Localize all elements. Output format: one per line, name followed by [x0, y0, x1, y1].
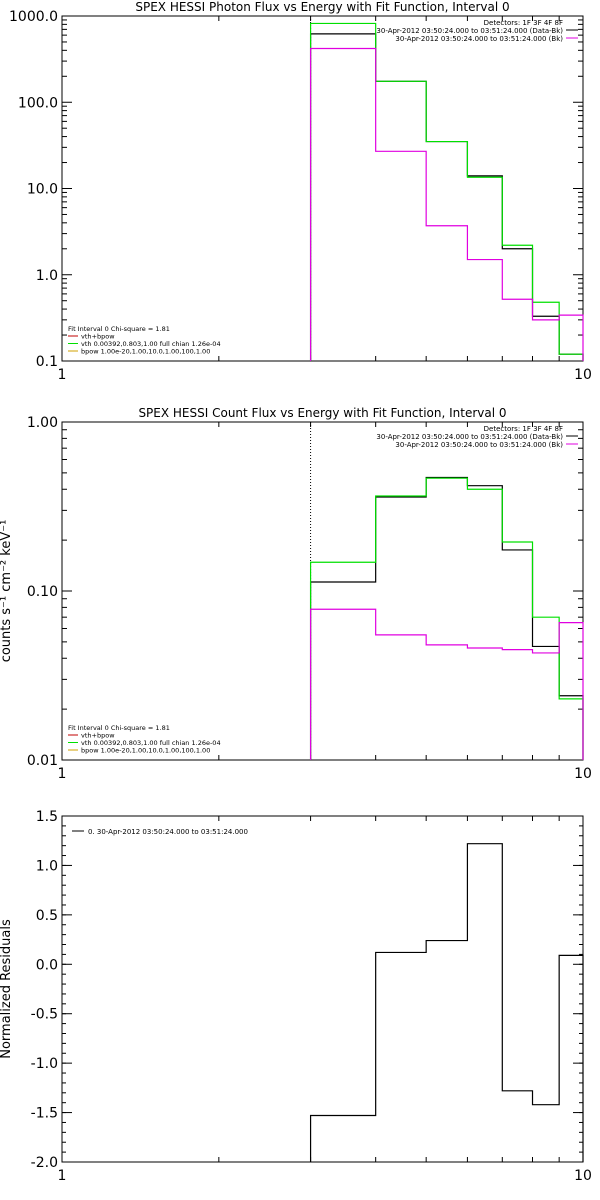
y-tick-label: 0.5 [36, 908, 58, 924]
legend-entry: 30-Apr-2012 03:50:24.000 to 03:51:24.000… [376, 27, 563, 35]
chart-0: SPEX HESSI Photon Flux vs Energy with Fi… [9, 0, 592, 383]
chart-title: SPEX HESSI Photon Flux vs Energy with Fi… [135, 0, 509, 14]
chart-title: SPEX HESSI Count Flux vs Energy with Fit… [138, 406, 506, 420]
x-tick-label: 1 [58, 766, 67, 782]
y-tick-label: -0.5 [31, 1007, 58, 1023]
chart-1: SPEX HESSI Count Flux vs Energy with Fit… [0, 406, 592, 782]
plot-frame [61, 815, 584, 1163]
series-bk-line [309, 608, 584, 760]
legend-entry: 0. 30-Apr-2012 03:50:24.000 to 03:51:24.… [88, 828, 248, 836]
plot-frame [61, 421, 584, 761]
y-tick-label: -2.0 [31, 1155, 58, 1171]
y-tick-label: 0.01 [27, 753, 58, 769]
series-vth-line [309, 22, 584, 361]
fit-legend-entry: Fit Interval 0 Chi-square = 1.81 [68, 724, 170, 732]
x-tick-label: 10 [574, 367, 592, 383]
y-tick-label: -1.0 [31, 1056, 58, 1072]
y-tick-label: 1000.0 [9, 9, 58, 25]
legend-entry: Detectors: 1F 3F 4F 8F [484, 19, 563, 27]
y-tick-label: 1.0 [36, 268, 58, 284]
fit-legend-entry: vth 0.00392,0.803,1.00 full chian 1.26e-… [81, 739, 221, 747]
y-axis-label: Normalized Residuals [0, 919, 14, 1059]
legend-entry: 30-Apr-2012 03:50:24.000 to 03:51:24.000… [395, 35, 563, 43]
x-tick-label: 10 [574, 766, 592, 782]
fit-legend-entry: vth+bpow [81, 333, 115, 341]
y-tick-label: 0.1 [36, 354, 58, 370]
x-tick-label: 1 [58, 1168, 67, 1184]
fit-legend-entry: bpow 1.00e-20,1.00,10.0,1.00,100,1.00 [81, 747, 210, 755]
legend-entry: 30-Apr-2012 03:50:24.000 to 03:51:24.000… [395, 441, 563, 449]
series-vth-line [309, 477, 584, 760]
series-bk-line [309, 47, 584, 361]
y-tick-label: 1.00 [27, 415, 58, 431]
legend-entry: Detectors: 1F 3F 4F 8F [484, 425, 563, 433]
x-tick-label: 10 [574, 1168, 592, 1184]
y-tick-label: 1.5 [36, 809, 58, 825]
fit-legend-entry: bpow 1.00e-20,1.00,10.0,1.00,100,1.00 [81, 348, 210, 356]
y-tick-label: 1.0 [36, 858, 58, 874]
legend-entry: 30-Apr-2012 03:50:24.000 to 03:51:24.000… [376, 433, 563, 441]
x-tick-label: 1 [58, 367, 67, 383]
fit-legend-entry: Fit Interval 0 Chi-square = 1.81 [68, 325, 170, 333]
y-tick-label: 10.0 [27, 182, 58, 198]
y-axis-label: counts s⁻¹ cm⁻² keV⁻¹ [0, 520, 14, 663]
fit-legend-entry: vth+bpow [81, 732, 115, 740]
fit-legend-entry: vth 0.00392,0.803,1.00 full chian 1.26e-… [81, 340, 221, 348]
plot-frame [61, 15, 584, 362]
y-tick-label: 100.0 [18, 95, 58, 111]
y-tick-label: 0.0 [36, 957, 58, 973]
series-data-bk-line [309, 476, 584, 760]
series-data-bk-line [309, 33, 584, 361]
series-0-30-apr-2012-03-50-24-000-to-03-51-24-000-line [309, 843, 584, 1162]
chart-2: Normalized Residuals 1 10 -2.0 -1.5 -1.0 -0.5 0… [0, 809, 592, 1184]
y-tick-label: 0.10 [27, 584, 58, 600]
y-tick-label: -1.5 [31, 1106, 58, 1122]
